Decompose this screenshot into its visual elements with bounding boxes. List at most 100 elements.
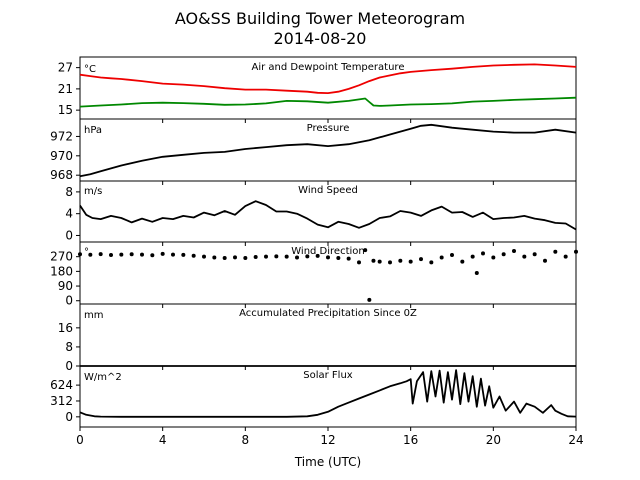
panel-4-point-10 [181, 252, 186, 257]
panel-4-point-51 [574, 249, 578, 254]
panel-4-point-41 [474, 271, 479, 275]
panel-4-point-4 [119, 252, 124, 257]
panel-4-point-5 [129, 252, 134, 257]
panel-1-ytick-label-1: 21 [58, 82, 73, 96]
panel-4-point-48 [543, 258, 547, 263]
panel-4-point-19 [274, 254, 279, 259]
panel-4-point-29 [367, 297, 372, 302]
panel-4-point-25 [336, 255, 341, 260]
panel-3-unit: m/s [84, 186, 102, 197]
panel-4-point-45 [512, 248, 516, 253]
figure-subtitle: 2014-08-20 [274, 29, 367, 48]
xtick-label-1: 4 [159, 433, 167, 447]
panel-4-point-34 [408, 259, 413, 264]
panel-6-ytick-label-1: 312 [50, 394, 73, 408]
panel-2-ytick-label-0: 968 [50, 168, 73, 182]
figure-title: AO&SS Building Tower Meteorogram [175, 9, 465, 28]
panel-4-point-8 [160, 251, 165, 256]
panel-4-point-30 [371, 258, 376, 263]
panel-1-ytick-label-2: 27 [58, 61, 73, 75]
panel-4-point-44 [501, 252, 506, 257]
panel-4-ytick-label-1: 90 [58, 279, 73, 293]
panel-4-point-27 [357, 260, 361, 265]
panel-4-ytick-label-0: 0 [65, 294, 73, 308]
panel-6-series-default-line [79, 369, 577, 418]
panel-4-point-16 [243, 255, 248, 260]
panel-4-point-20 [284, 254, 289, 259]
panel-3-ytick-label-0: 0 [65, 228, 73, 242]
panel-2-ytick-label-2: 972 [50, 129, 73, 143]
panel-3-title: Wind Speed [298, 185, 358, 196]
panel-5-ytick-label-0: 0 [65, 359, 73, 373]
xtick-label-0: 0 [76, 433, 84, 447]
panel-4-point-46 [522, 254, 527, 259]
panel-4-point-23 [315, 253, 320, 258]
panel-4-point-31 [377, 259, 382, 264]
panel-4-point-33 [398, 258, 403, 263]
panel-4-ytick-label-3: 270 [50, 250, 73, 264]
panel-5-title: Accumulated Precipitation Since 0Z [239, 308, 417, 319]
panel-4-ytick-label-2: 180 [50, 264, 73, 278]
panel-6-ytick-label-2: 624 [50, 378, 73, 392]
panel-2-series-default-line [79, 123, 577, 178]
panel-6-ytick-label-0: 0 [65, 410, 73, 424]
panel-4-point-14 [222, 255, 227, 260]
panel-4-point-38 [450, 253, 454, 258]
panel-5-ytick-label-2: 16 [58, 321, 73, 335]
panel-4-point-37 [439, 255, 444, 260]
panel-4-point-50 [563, 254, 568, 259]
x-axis-label: Time (UTC) [294, 455, 361, 469]
panel-4-point-42 [481, 251, 485, 256]
panel-4-point-1 [88, 252, 93, 257]
panel-4-point-12 [202, 254, 206, 259]
panel-2-title: Pressure [307, 123, 350, 134]
panel-4-point-15 [233, 255, 237, 260]
panel-4-point-28 [363, 248, 368, 253]
panel-2-unit: hPa [84, 125, 102, 136]
panel-1-ytick-label-0: 15 [58, 103, 73, 117]
panel-4-point-17 [253, 255, 258, 260]
panel-1-title: Air and Dewpoint Temperature [252, 62, 405, 73]
panel-6-title: Solar Flux [303, 370, 353, 381]
xtick-label-2: 8 [242, 433, 250, 447]
panel-4-point-13 [212, 255, 217, 260]
panel-4-point-21 [295, 255, 299, 260]
xtick-label-5: 20 [486, 433, 501, 447]
xtick-label-4: 16 [403, 433, 418, 447]
panel-3-series-default-line [79, 200, 577, 231]
xtick-label-6: 24 [568, 433, 583, 447]
panel-2-ytick-label-1: 970 [50, 149, 73, 163]
panel-4-point-43 [491, 255, 496, 260]
panel-1-series-temperature-line [79, 63, 577, 94]
panel-4-point-11 [191, 253, 196, 258]
panel-4-point-26 [346, 256, 351, 261]
panel-3-ytick-label-1: 4 [65, 207, 73, 221]
panel-4-point-36 [429, 260, 434, 265]
panel-4-point-9 [171, 252, 175, 257]
panel-1-unit: °C [84, 64, 96, 75]
panel-4-point-32 [388, 260, 392, 265]
panel-3-ytick-label-2: 8 [65, 185, 73, 199]
panel-4-point-39 [460, 259, 465, 264]
panel-4-unit: ° [84, 247, 89, 258]
panel-5-ytick-label-1: 8 [65, 340, 73, 354]
panel-5-unit: mm [84, 310, 103, 321]
panel-4-point-22 [305, 254, 310, 259]
panel-4-point-2 [98, 252, 103, 257]
xtick-label-3: 12 [320, 433, 335, 447]
panel-4-point-24 [326, 255, 330, 260]
panel-4-point-47 [532, 252, 537, 257]
panel-4-point-49 [553, 249, 558, 254]
panel-4-point-7 [150, 253, 155, 258]
panel-4-point-18 [264, 254, 268, 259]
panel-1-series-dewpoint-line [79, 96, 577, 108]
panel-4-point-40 [470, 254, 475, 259]
panel-6-unit: W/m^2 [84, 372, 122, 383]
panel-4-point-3 [109, 253, 113, 258]
panel-4-title: Wind Direction [291, 246, 365, 257]
panel-4-point-0 [78, 252, 82, 257]
panel-4-point-6 [140, 252, 144, 257]
